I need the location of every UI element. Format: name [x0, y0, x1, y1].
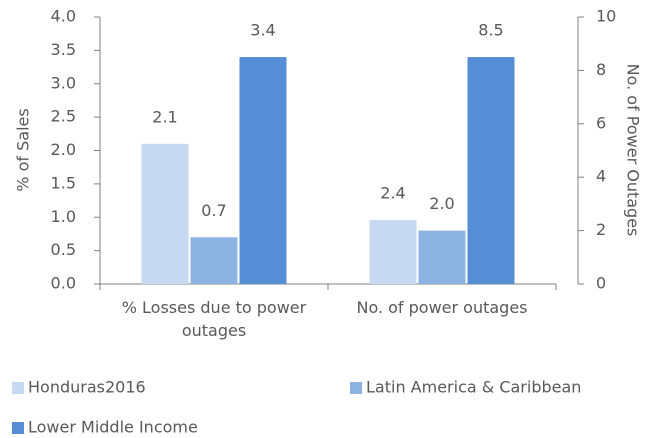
legend-label: Honduras2016 [28, 378, 146, 397]
y2-tick-label: 10 [596, 7, 616, 26]
data-label: 2.1 [152, 107, 177, 126]
y-tick-label: 1.0 [51, 207, 76, 226]
y-tick-label: 2.0 [51, 140, 76, 159]
legend-label: Lower Middle Income [28, 418, 198, 437]
y-tick-label: 2.5 [51, 107, 76, 126]
y-tick-label: 0.5 [51, 240, 76, 259]
y-tick-label: 3.0 [51, 73, 76, 92]
y-tick-label: 1.5 [51, 173, 76, 192]
data-label: 2.0 [429, 194, 454, 213]
y2-tick-label: 8 [596, 60, 606, 79]
bar [239, 57, 287, 284]
legend-swatch [12, 382, 24, 394]
y-tick-label: 3.5 [51, 40, 76, 59]
data-label: 2.4 [380, 183, 405, 202]
y2-tick-label: 6 [596, 113, 606, 132]
y-tick-label: 0.0 [51, 274, 76, 293]
data-label: 3.4 [250, 21, 275, 40]
x-tick-label: % Losses due to power outages [121, 298, 307, 340]
bar [467, 57, 515, 284]
y-axis-label: % of Sales [14, 108, 33, 191]
y-tick-label: 4.0 [51, 7, 76, 26]
legend-swatch [350, 382, 362, 394]
x-tick-label: No. of power outages [356, 298, 528, 317]
data-label: 0.7 [201, 201, 226, 220]
y2-tick-label: 4 [596, 167, 606, 186]
bar [141, 143, 189, 284]
bar [369, 219, 417, 284]
y2-tick-label: 2 [596, 220, 606, 239]
legend-swatch [12, 422, 24, 434]
y2-axis-label: No. of Power Outages [624, 64, 643, 237]
bar [418, 230, 466, 284]
legend-label: Latin America & Caribbean [366, 378, 581, 397]
data-label: 8.5 [478, 21, 503, 40]
y2-tick-label: 0 [596, 274, 606, 293]
bar [190, 237, 238, 284]
